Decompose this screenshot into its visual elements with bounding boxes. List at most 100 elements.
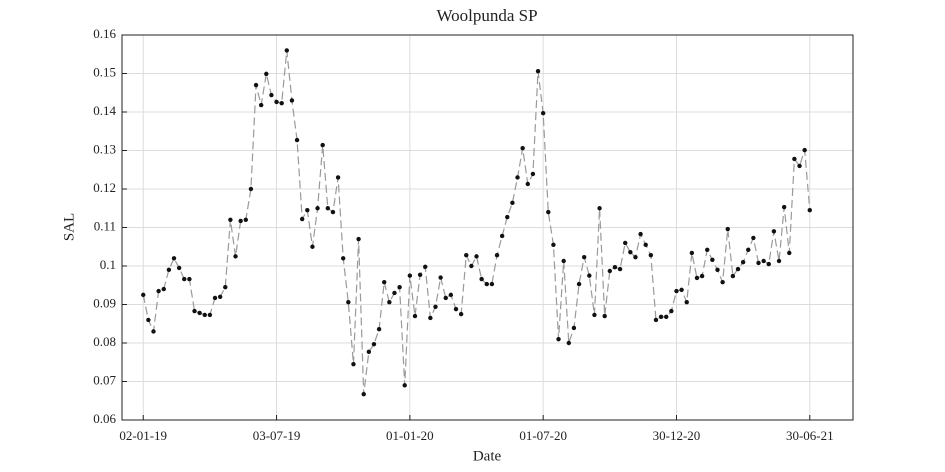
data-point (217, 294, 223, 299)
data-point (356, 236, 361, 242)
data-point (525, 181, 530, 187)
data-point (258, 102, 264, 108)
data-point (212, 295, 218, 301)
data-point (581, 254, 587, 260)
data-point (458, 311, 464, 317)
data-point (761, 258, 766, 264)
data-point (469, 263, 474, 269)
data-point (371, 341, 377, 347)
data-point (453, 306, 459, 312)
data-point (361, 392, 366, 397)
data-point (715, 267, 720, 273)
y-tick-label: 0.09 (93, 295, 116, 310)
data-point (151, 329, 156, 334)
data-point (735, 266, 741, 272)
y-axis-label: SAL (61, 213, 77, 241)
data-point (433, 304, 438, 310)
data-point (540, 110, 546, 116)
data-point (643, 242, 648, 248)
chart-title: Woolpunda SP (436, 6, 537, 25)
data-point (253, 82, 259, 88)
data-point (392, 290, 397, 296)
data-point (515, 175, 520, 180)
data-point (407, 273, 413, 278)
data-point (171, 256, 177, 261)
data-point (797, 163, 802, 169)
data-point (628, 249, 633, 255)
y-tick-label: 0.1 (100, 257, 116, 272)
data-point (264, 71, 269, 77)
data-point (535, 68, 541, 74)
data-point (633, 254, 638, 260)
data-point (576, 281, 582, 287)
data-point (464, 253, 469, 258)
data-point (674, 288, 679, 294)
data-point (669, 308, 674, 314)
data-point (776, 258, 782, 264)
x-tick-label: 01-01-20 (386, 428, 434, 443)
data-point (623, 240, 628, 246)
data-point (510, 200, 515, 206)
x-tick-label: 30-06-21 (786, 428, 834, 443)
x-axis-label: Date (473, 448, 502, 464)
data-point (705, 247, 710, 253)
data-point (330, 209, 336, 215)
data-point (612, 264, 618, 270)
data-point (412, 313, 418, 319)
data-point (376, 326, 382, 332)
data-point (781, 204, 787, 210)
data-point (664, 314, 669, 320)
data-point (223, 284, 228, 290)
data-point (315, 206, 320, 211)
x-tick-label: 03-07-19 (253, 428, 301, 443)
data-point (299, 216, 305, 222)
data-point (551, 242, 556, 248)
data-point (556, 336, 561, 342)
data-point (787, 250, 792, 256)
data-point (710, 257, 715, 263)
data-point (725, 226, 730, 232)
y-tick-label: 0.14 (93, 103, 116, 118)
data-point (382, 279, 387, 285)
data-point (397, 284, 402, 290)
data-point (484, 281, 489, 287)
data-point (689, 250, 695, 256)
data-point (571, 325, 577, 331)
data-point (176, 265, 182, 271)
y-tick-label: 0.15 (93, 64, 116, 79)
data-point (638, 231, 643, 237)
y-tick-label: 0.16 (93, 26, 116, 41)
data-point (438, 275, 443, 280)
data-point (766, 261, 771, 267)
data-point (597, 206, 602, 211)
data-point (566, 340, 572, 346)
data-point (561, 258, 566, 264)
data-point (684, 299, 689, 305)
data-point (740, 259, 746, 265)
plot-frame (121, 34, 854, 421)
data-point (156, 288, 161, 294)
data-point (617, 266, 623, 272)
data-point (341, 256, 346, 261)
y-tick-label: 0.06 (93, 411, 116, 426)
data-point (402, 383, 407, 388)
data-point (294, 137, 300, 143)
data-point (694, 275, 700, 281)
data-point (746, 247, 751, 253)
data-point (756, 260, 761, 266)
y-tick-label: 0.12 (93, 180, 116, 195)
data-point (602, 313, 607, 319)
data-point (417, 272, 423, 278)
data-point (387, 299, 392, 305)
data-point (141, 292, 146, 298)
data-point (192, 308, 197, 314)
y-tick-label: 0.08 (93, 334, 116, 349)
data-point (751, 235, 756, 241)
data-point (505, 214, 510, 220)
x-tick-label: 30-12-20 (653, 428, 701, 443)
data-point (448, 292, 454, 298)
data-point (443, 295, 448, 301)
data-point (720, 279, 725, 285)
